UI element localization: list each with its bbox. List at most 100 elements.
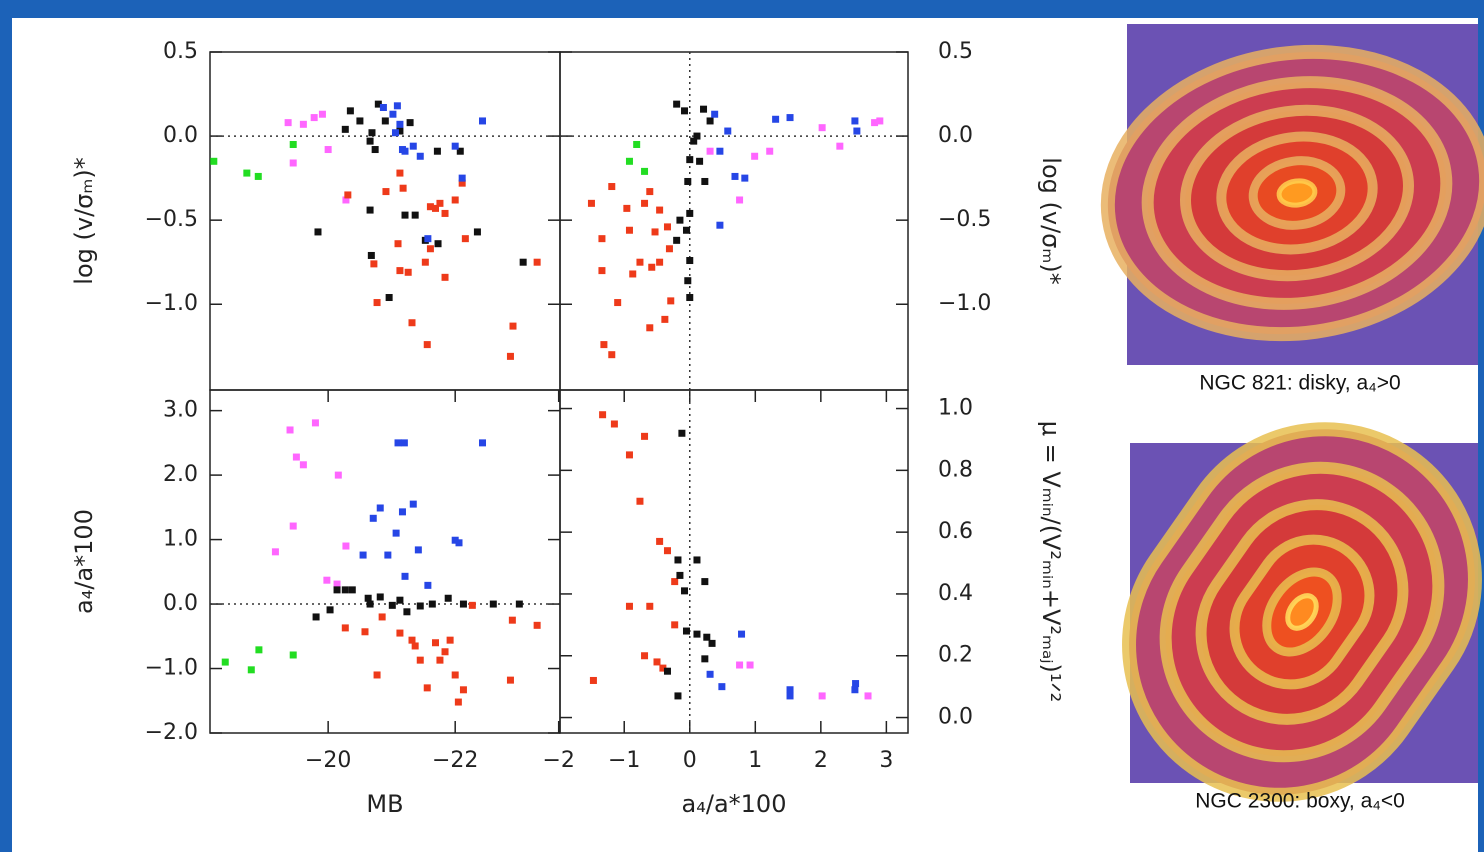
data-point xyxy=(700,105,708,113)
data-point xyxy=(314,228,322,236)
data-point xyxy=(508,616,516,624)
data-point xyxy=(693,630,701,638)
data-point xyxy=(506,676,514,684)
y-tick-label: −1.0 xyxy=(145,656,198,681)
y-tick-label: 0.5 xyxy=(163,39,198,64)
x-axis-label: a₄/a*100 xyxy=(682,790,787,818)
data-point xyxy=(818,692,826,700)
data-point xyxy=(636,497,644,505)
data-point xyxy=(376,504,384,512)
data-point xyxy=(656,206,664,214)
x-tick-label: 3 xyxy=(879,748,893,773)
data-point xyxy=(403,608,411,616)
data-point xyxy=(681,107,689,115)
data-point xyxy=(706,117,714,125)
y-tick-label: 1.0 xyxy=(938,396,973,421)
data-point xyxy=(853,127,861,135)
galaxy-image-boxy xyxy=(1122,422,1482,802)
y-axis-label: μ = Vₘᵢₙ/(V²ₘᵢₙ+V²ₘₐⱼ)¹ᐟ² xyxy=(1037,421,1065,703)
data-point xyxy=(299,120,307,128)
data-point xyxy=(401,572,409,580)
y-tick-label: 0.5 xyxy=(938,39,973,64)
data-point xyxy=(243,169,251,177)
data-point xyxy=(587,199,595,207)
data-point xyxy=(433,147,441,155)
data-point xyxy=(693,132,701,140)
data-point xyxy=(310,114,318,122)
data-point xyxy=(341,125,349,133)
data-point xyxy=(738,630,746,638)
data-point xyxy=(674,556,682,564)
data-point xyxy=(400,439,408,447)
data-point xyxy=(479,439,487,447)
data-point xyxy=(751,152,759,160)
data-point xyxy=(441,273,449,281)
data-point xyxy=(625,602,633,610)
data-point xyxy=(423,684,431,692)
data-point xyxy=(663,667,671,675)
y-tick-label: −1.0 xyxy=(938,291,991,316)
y-axis-label: log (v/σₘ)* xyxy=(1037,157,1065,284)
y-tick-label: 3.0 xyxy=(163,398,198,423)
x-tick-label: 0 xyxy=(683,748,697,773)
data-point xyxy=(651,228,659,236)
data-point xyxy=(629,270,637,278)
x-tick-label: −1 xyxy=(608,748,640,773)
data-point xyxy=(333,580,341,588)
data-point xyxy=(461,235,469,243)
data-point xyxy=(479,117,487,125)
data-point xyxy=(473,228,481,236)
data-point xyxy=(289,651,297,659)
data-point xyxy=(396,127,404,135)
data-point xyxy=(356,117,364,125)
data-point xyxy=(393,102,401,110)
data-point xyxy=(342,196,350,204)
data-point xyxy=(515,600,523,608)
data-point xyxy=(676,216,684,224)
data-point xyxy=(708,639,716,647)
data-point xyxy=(292,453,300,461)
data-point xyxy=(311,419,319,427)
y-tick-label: 1.0 xyxy=(163,527,198,552)
data-point xyxy=(428,600,436,608)
data-point xyxy=(610,420,618,428)
data-point xyxy=(271,548,279,556)
data-point xyxy=(724,127,732,135)
data-point xyxy=(625,157,633,165)
data-point xyxy=(373,671,381,679)
x-tick-label: −22 xyxy=(432,748,478,773)
data-point xyxy=(703,633,711,641)
data-point xyxy=(659,664,667,672)
data-point xyxy=(489,600,497,608)
data-point xyxy=(446,636,454,644)
data-point xyxy=(451,671,459,679)
data-point xyxy=(696,157,704,165)
y-tick-label: −0.5 xyxy=(938,207,991,232)
data-point xyxy=(625,226,633,234)
data-point xyxy=(366,137,374,145)
data-point xyxy=(318,110,326,118)
data-point xyxy=(599,411,607,419)
x-axis-label: MB xyxy=(366,790,403,818)
data-point xyxy=(633,140,641,148)
data-point xyxy=(299,461,307,469)
data-point xyxy=(665,245,673,253)
data-point xyxy=(411,211,419,219)
data-point xyxy=(388,601,396,609)
data-point xyxy=(401,211,409,219)
y-tick-label: −2.0 xyxy=(145,720,198,745)
data-point xyxy=(589,676,597,684)
data-point xyxy=(468,601,476,609)
data-point xyxy=(671,621,679,629)
y-tick-label: −1.0 xyxy=(145,291,198,316)
data-point xyxy=(684,277,692,285)
data-point xyxy=(641,652,649,660)
data-point xyxy=(416,656,424,664)
data-point xyxy=(458,174,466,182)
data-point xyxy=(641,199,649,207)
data-point xyxy=(391,129,399,137)
data-point xyxy=(711,110,719,118)
data-point xyxy=(378,613,386,621)
data-point xyxy=(424,581,432,589)
